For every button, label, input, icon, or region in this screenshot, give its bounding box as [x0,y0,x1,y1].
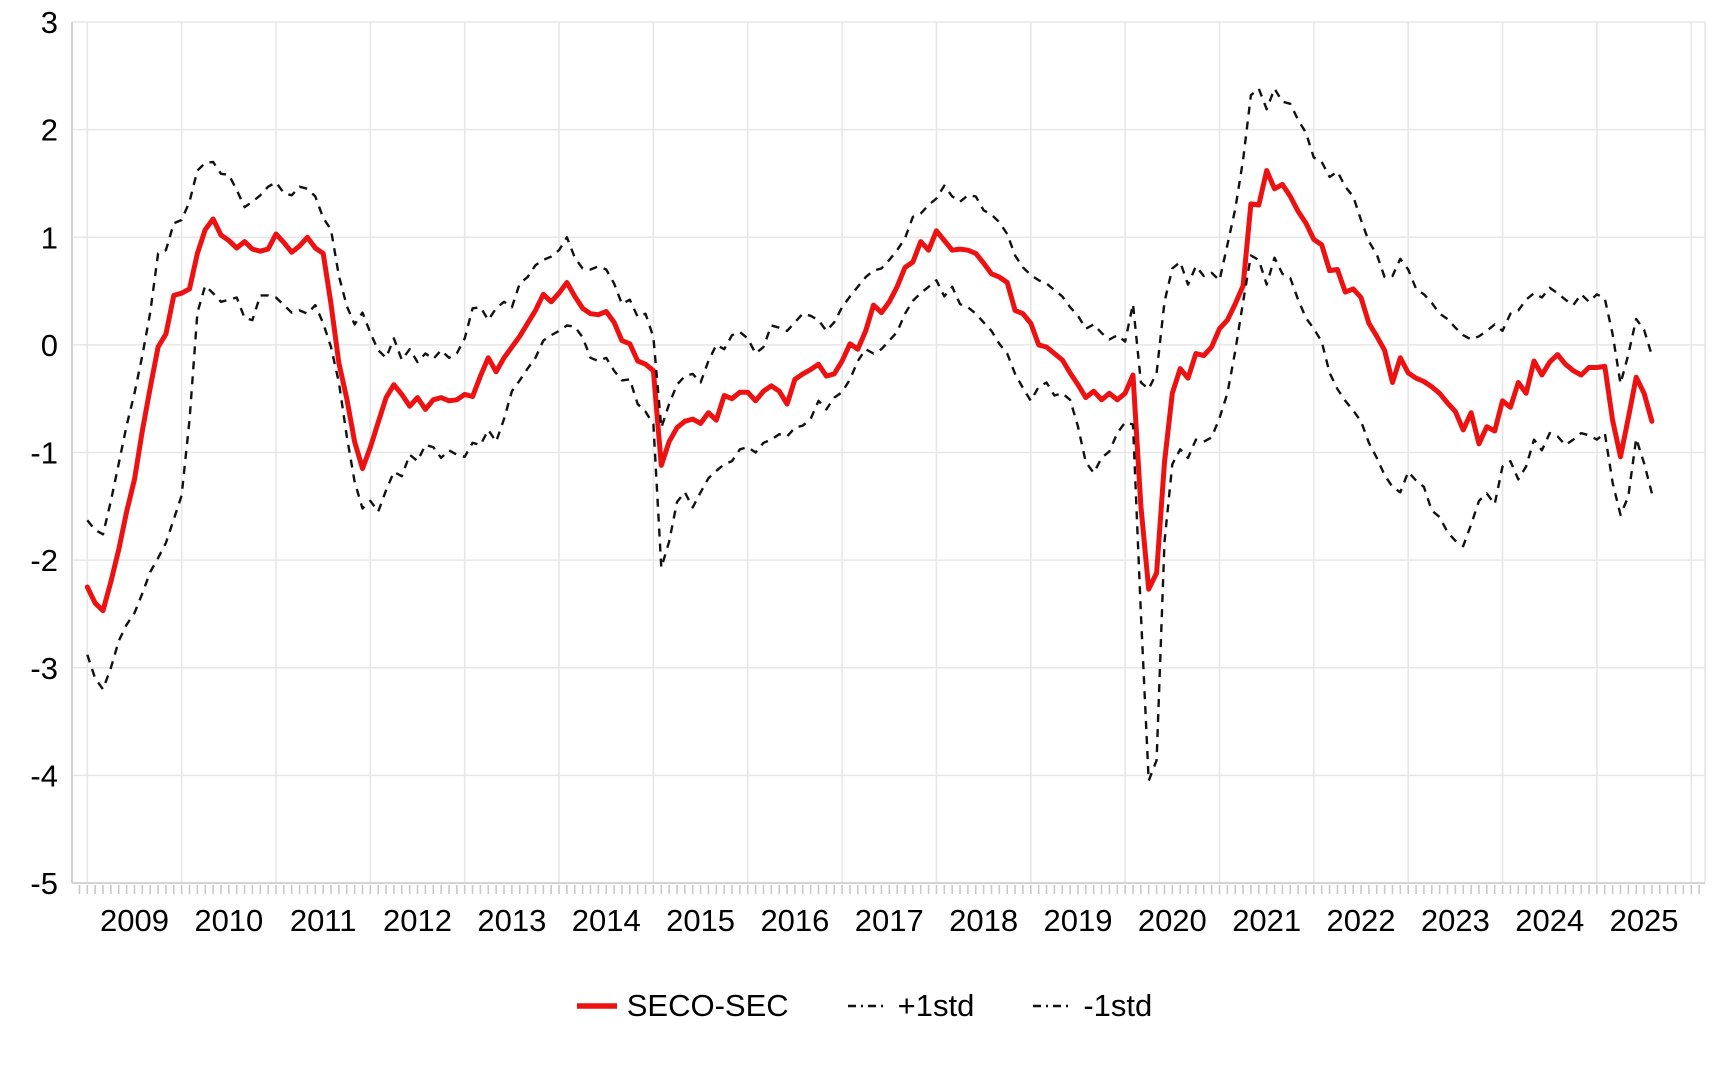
x-axis-label: 2020 [1138,903,1207,938]
y-axis-label: 2 [41,113,58,148]
y-axis-label: -5 [30,866,58,901]
y-axis-label: -2 [30,543,58,578]
legend-item--1std: +1std [847,988,975,1024]
series--1std [86,254,1654,782]
x-axis-label: 2019 [1043,903,1112,938]
series--1std [86,87,1654,536]
dashed-line-swatch-icon [847,1004,888,1008]
legend: SECO-SEC +1std -1std [0,988,1728,1024]
legend-label: -1std [1083,988,1153,1023]
dashed-line-swatch-icon [1033,1004,1074,1008]
x-axis-label: 2024 [1515,903,1584,938]
legend-item--1std: -1std [1032,988,1152,1024]
solid-line-swatch-icon [576,1003,617,1009]
series-seco-sec [84,168,1655,614]
x-axis-label: 2022 [1327,903,1396,938]
y-axis-label: 3 [41,5,58,40]
x-axis-label: 2023 [1421,903,1490,938]
y-axis-label: 0 [41,328,58,363]
y-axis-label: 1 [41,220,58,255]
x-axis-label: 2025 [1610,903,1679,938]
x-axis-label: 2021 [1232,903,1301,938]
x-axis-label: 2013 [477,903,546,938]
x-axis-label: 2012 [383,903,452,938]
y-axis-label: -1 [30,436,58,471]
x-axis-label: 2009 [100,903,169,938]
legend-label: +1std [897,988,975,1023]
x-axis-label: 2011 [290,903,357,938]
x-axis-label: 2010 [194,903,263,938]
x-axis-label: 2016 [760,903,829,938]
x-axis-label: 2014 [572,903,641,938]
y-axis-label: -3 [30,651,58,686]
x-axis-label: 2015 [666,903,735,938]
x-axis-label: 2017 [855,903,924,938]
y-axis-label: -4 [30,758,58,793]
x-axis-label: 2018 [949,903,1018,938]
legend-label: SECO-SEC [626,988,789,1023]
legend-item-seco-sec: SECO-SEC [576,988,789,1024]
